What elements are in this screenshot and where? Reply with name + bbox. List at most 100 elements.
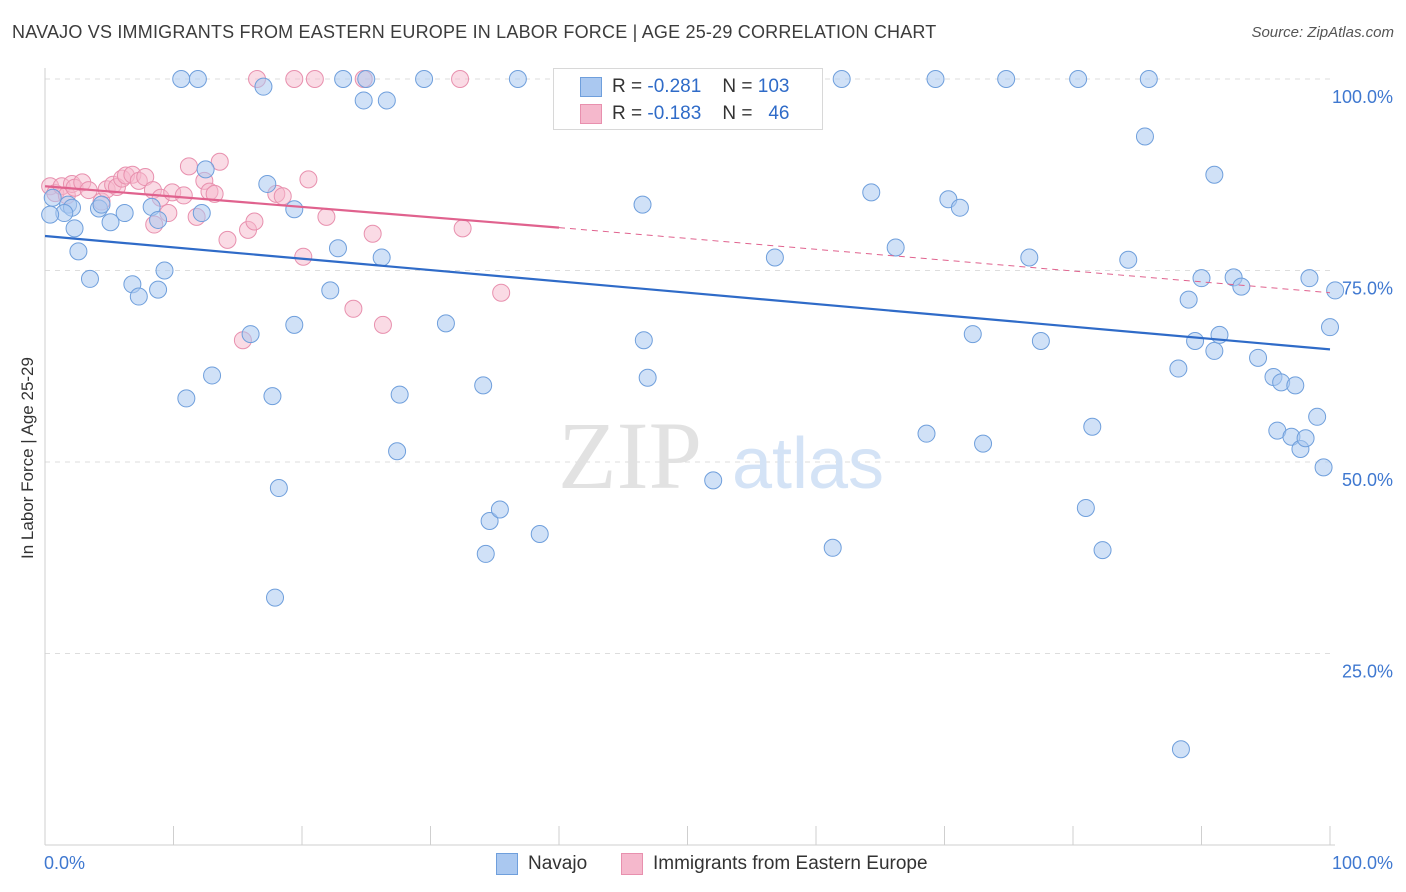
eastern-europe-trendline-extension xyxy=(558,227,1331,294)
x-tick-label-max: 100.0% xyxy=(1332,853,1393,873)
navajo-point xyxy=(1296,429,1315,448)
eastern-europe-point xyxy=(363,224,382,243)
navajo-point xyxy=(926,70,945,88)
ee-r-label: R = xyxy=(612,103,643,124)
navajo-point xyxy=(129,287,148,306)
chart-title: NAVAJO VS IMMIGRANTS FROM EASTERN EUROPE… xyxy=(12,22,937,42)
navajo-point xyxy=(474,376,493,395)
eastern-europe-point xyxy=(453,219,472,238)
navajo-point xyxy=(1308,407,1327,426)
navajo-point xyxy=(269,479,288,498)
navajo-point xyxy=(377,91,396,110)
navajo-point xyxy=(69,242,88,261)
navajo-point xyxy=(266,588,285,607)
navajo-point xyxy=(328,239,347,258)
axes xyxy=(44,68,1335,846)
navajo-point xyxy=(1171,740,1190,759)
correlation-stats-box: R = -0.281 N = 103 R = -0.183 N = 46 xyxy=(553,68,823,130)
eastern-europe-point xyxy=(205,184,224,203)
y-tick-label: 100.0% xyxy=(1332,87,1393,107)
eastern-europe-point xyxy=(451,70,470,88)
navajo-point xyxy=(196,160,215,179)
navajo-point xyxy=(354,91,373,110)
trendlines xyxy=(44,185,1331,351)
eastern-europe-point xyxy=(179,157,198,176)
navajo-point xyxy=(1031,331,1050,350)
eastern-europe-point xyxy=(285,70,304,88)
navajo-point xyxy=(862,183,881,202)
navajo-point xyxy=(41,205,60,224)
navajo-point xyxy=(638,368,657,387)
navajo-point xyxy=(1186,331,1205,350)
navajo-point xyxy=(101,213,120,232)
navajo-r-label: R = xyxy=(612,76,643,97)
y-tick-label: 75.0% xyxy=(1342,279,1393,299)
navajo-point xyxy=(1232,277,1251,296)
navajo-point xyxy=(80,269,99,288)
watermark-atlas: atlas xyxy=(732,424,884,504)
navajo-point xyxy=(1093,541,1112,560)
eastern-europe-swatch xyxy=(580,104,602,124)
navajo-point xyxy=(1205,341,1224,360)
navajo-r-value: -0.281 xyxy=(647,76,702,97)
navajo-point xyxy=(43,188,62,207)
navajo-point xyxy=(203,366,222,385)
navajo-point xyxy=(530,525,549,544)
watermark-zip: ZIP xyxy=(558,402,702,509)
navajo-point xyxy=(886,238,905,257)
navajo-point xyxy=(149,210,168,229)
navajo-point xyxy=(1205,165,1224,184)
navajo-point xyxy=(65,219,84,238)
eastern-europe-point xyxy=(299,170,318,189)
navajo-point xyxy=(321,281,340,300)
navajo-point xyxy=(155,261,174,280)
navajo-n-value: 103 xyxy=(757,76,790,97)
navajo-point xyxy=(704,471,723,490)
navajo-point xyxy=(633,195,652,214)
legend-item-navajo[interactable]: Navajo xyxy=(496,851,587,877)
navajo-point xyxy=(508,70,527,88)
navajo-point xyxy=(263,387,282,406)
eastern-europe-point xyxy=(174,186,193,205)
legend-navajo-swatch xyxy=(496,853,518,875)
navajo-point xyxy=(832,70,851,88)
eastern-europe-point xyxy=(210,152,229,171)
navajo-point xyxy=(490,500,509,519)
navajo-point xyxy=(1169,359,1188,378)
navajo-point xyxy=(254,77,273,96)
eastern-europe-point xyxy=(492,283,511,302)
navajo-point xyxy=(172,70,191,88)
navajo-point xyxy=(1076,498,1095,517)
tick-labels: 25.0% 50.0% 75.0% 100.0% 0.0% 100.0% xyxy=(44,87,1393,873)
source-credit: Source: ZipAtlas.com xyxy=(1251,24,1394,41)
legend-navajo-label: Navajo xyxy=(528,853,588,874)
navajo-point xyxy=(974,434,993,453)
eastern-europe-point xyxy=(344,299,363,318)
navajo-point xyxy=(917,424,936,443)
zipatlas-watermark: ZIP atlas xyxy=(558,402,884,509)
ee-n-value: 46 xyxy=(768,103,790,124)
navajo-point xyxy=(390,385,409,404)
legend-item-eastern-europe[interactable]: Immigrants from Eastern Europe xyxy=(621,851,928,877)
navajo-point xyxy=(1192,269,1211,288)
stats-row-eastern-europe: R = -0.183 N = 46 xyxy=(580,101,789,127)
navajo-point xyxy=(285,315,304,334)
navajo-point xyxy=(372,248,391,267)
y-tick-label: 25.0% xyxy=(1342,662,1393,682)
navajo-point xyxy=(149,280,168,299)
navajo-point xyxy=(1069,70,1088,88)
ee-r-value: -0.183 xyxy=(647,103,702,124)
gridlines xyxy=(45,78,1330,654)
navajo-point xyxy=(388,442,407,461)
navajo-point xyxy=(963,325,982,344)
navajo-point xyxy=(115,204,134,223)
navajo-point xyxy=(1135,127,1154,146)
navajo-point xyxy=(1020,248,1039,267)
navajo-point xyxy=(285,200,304,219)
navajo-n-label: N = xyxy=(722,76,753,97)
navajo-point xyxy=(1300,269,1319,288)
navajo-point xyxy=(765,248,784,267)
eastern-europe-point xyxy=(273,187,292,206)
navajo-point xyxy=(1321,318,1339,337)
